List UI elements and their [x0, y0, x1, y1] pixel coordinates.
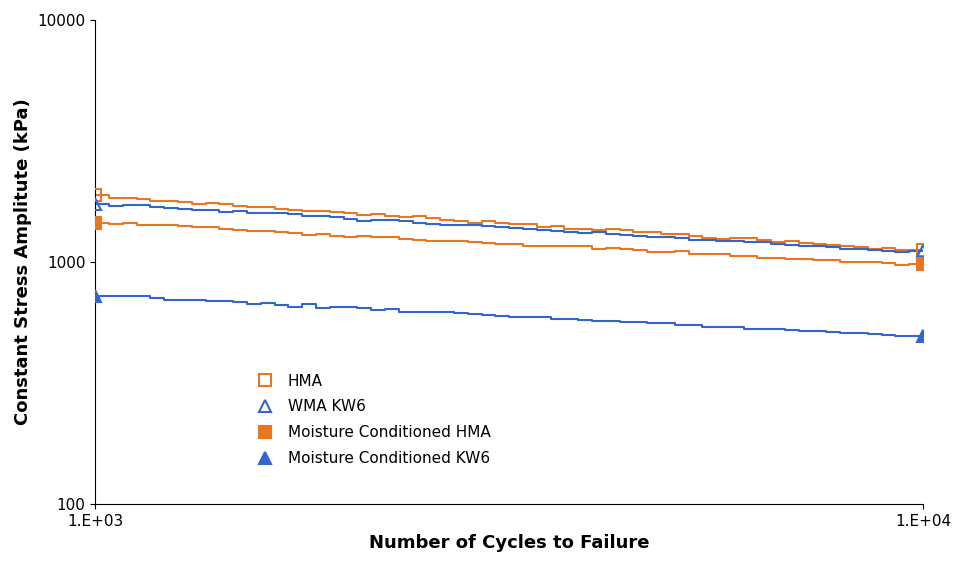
Y-axis label: Constant Stress Amplitute (kPa): Constant Stress Amplitute (kPa): [14, 98, 32, 425]
X-axis label: Number of Cycles to Failure: Number of Cycles to Failure: [369, 534, 649, 552]
Legend: HMA, WMA KW6, Moisture Conditioned HMA, Moisture Conditioned KW6: HMA, WMA KW6, Moisture Conditioned HMA, …: [243, 368, 497, 472]
